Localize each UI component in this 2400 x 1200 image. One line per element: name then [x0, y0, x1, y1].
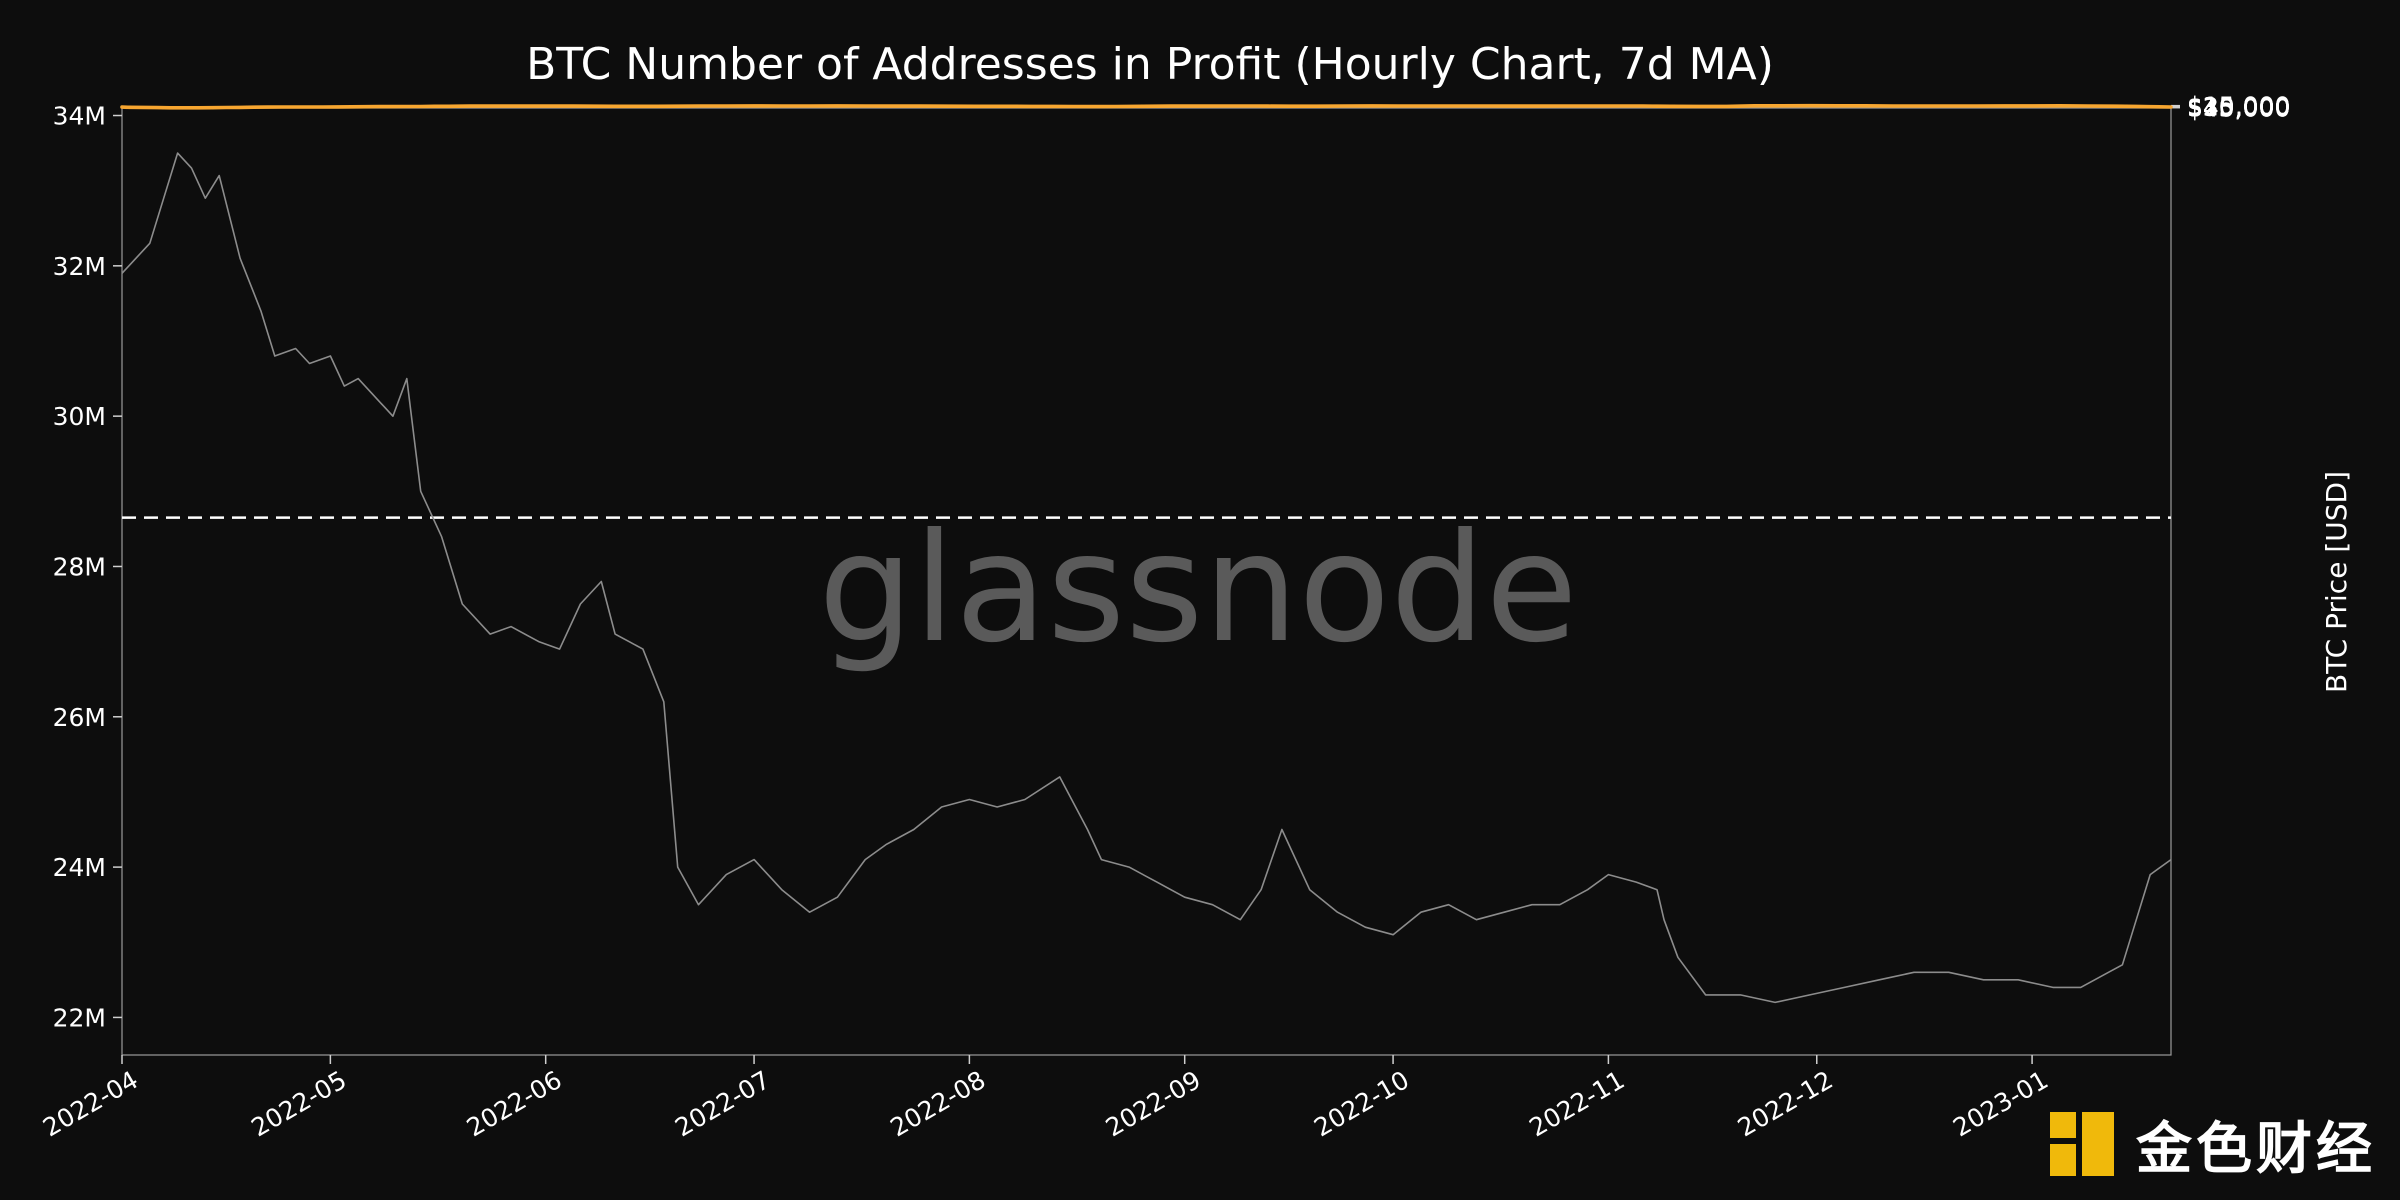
x-tick-label: 2022-05	[246, 1065, 351, 1142]
x-tick-label: 2022-11	[1524, 1065, 1629, 1142]
right-tick-label: $15,000	[2187, 92, 2290, 121]
right-axis: $15,000$20,000$25,000$30,000$35,000$40,0…	[2171, 92, 2290, 123]
jinse-logo-icon	[2050, 1112, 2114, 1176]
right-tick-label: $30,000	[2187, 93, 2290, 122]
x-tick-label: 2022-04	[38, 1065, 143, 1142]
x-tick-label: 2023-01	[1948, 1065, 2053, 1142]
glassnode-watermark: glassnode	[818, 502, 1577, 676]
left-tick-label: 24M	[53, 853, 106, 882]
chart-title: BTC Number of Addresses in Profit (Hourl…	[526, 39, 1774, 90]
x-tick-label: 2022-07	[670, 1065, 775, 1142]
right-tick-label: $20,000	[2187, 92, 2290, 121]
right-tick-label: $45,000	[2187, 94, 2290, 123]
x-tick-label: 2022-10	[1309, 1065, 1414, 1142]
left-tick-label: 26M	[53, 703, 106, 732]
x-axis: 2022-04 2022-05 2022-06 2022-07 2022-08 2022-…	[38, 1055, 2053, 1142]
x-tick-label: 2022-09	[1101, 1065, 1206, 1142]
left-tick-label: 28M	[53, 552, 106, 581]
left-axis: 22M 24M 26M 28M 30M 32M 34M	[53, 102, 122, 1032]
right-axis-title: BTC Price [USD]	[2320, 471, 2353, 693]
left-tick-label: 30M	[53, 402, 106, 431]
x-tick-label: 2022-12	[1733, 1065, 1838, 1142]
footer-brand: 金色财经	[2050, 1102, 2376, 1186]
right-tick-label: $35,000	[2187, 93, 2290, 122]
addresses-in-profit-line	[121, 152, 2172, 1004]
x-tick-label: 2022-08	[885, 1065, 990, 1142]
brand-text: 金色财经	[2136, 1116, 2376, 1182]
right-tick-label: $40,000	[2187, 93, 2290, 122]
x-tick-label: 2022-06	[462, 1065, 567, 1142]
right-tick-label: $25,000	[2187, 92, 2290, 121]
left-tick-label: 22M	[53, 1003, 106, 1032]
left-tick-label: 34M	[53, 102, 106, 131]
left-tick-label: 32M	[53, 252, 106, 281]
btc-price-line	[120, 103, 2173, 110]
